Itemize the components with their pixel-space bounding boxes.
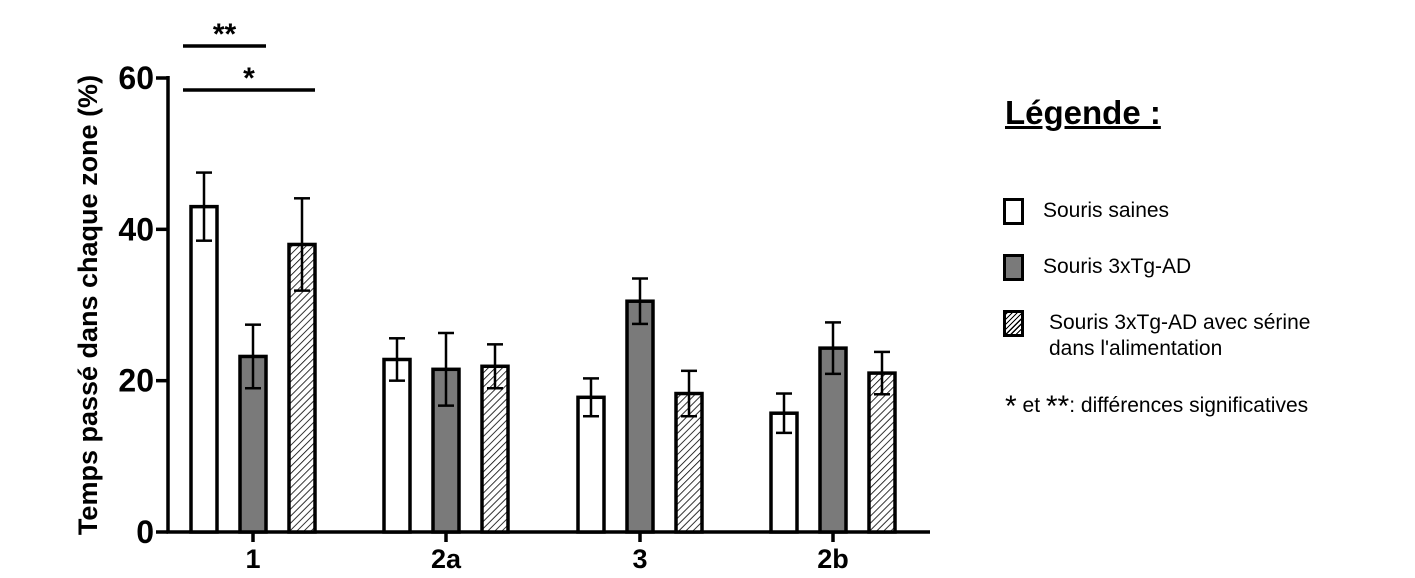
legend-label: Souris 3xTg-AD avec sérine <box>1049 311 1311 334</box>
y-tick-label: 40 <box>118 211 154 247</box>
legend-label: Souris 3xTg-AD <box>1043 255 1192 278</box>
bar <box>625 299 655 534</box>
bar <box>867 371 897 534</box>
note-star-single: * <box>1005 390 1017 423</box>
significance-markers: *** <box>183 18 315 95</box>
bars <box>189 204 897 534</box>
significance-label: ** <box>213 18 237 51</box>
bar <box>382 357 412 534</box>
bar <box>189 204 219 534</box>
y-tick-label: 60 <box>118 60 154 96</box>
significance-label: * <box>243 62 255 95</box>
y-tick-label: 0 <box>136 514 154 550</box>
x-tick-label: 2b <box>817 544 849 574</box>
y-tick-label: 20 <box>118 363 154 399</box>
legend-label: Souris saines <box>1043 199 1170 222</box>
note-et: et <box>1016 394 1046 417</box>
legend-item-healthy: Souris saines <box>1003 198 1169 225</box>
legend-item-3xtg-serine: Souris 3xTg-AD avec sérine dans l'alimen… <box>1003 310 1310 362</box>
bar <box>576 395 606 534</box>
significance-note: * et **: différences significatives <box>1005 386 1309 423</box>
y-axis-title: Temps passé dans chaque zone (%) <box>73 75 103 535</box>
legend-label-line2: dans l'alimentation <box>1049 337 1223 360</box>
bar-chart: Temps passé dans chaque zone (%) 0 20 40 60… <box>73 18 930 574</box>
x-tick-label: 2a <box>431 544 462 574</box>
bar <box>818 346 848 534</box>
error-bars <box>196 171 890 435</box>
legend-title: Légende : <box>1005 94 1161 131</box>
legend-swatch-hatch <box>1003 310 1024 337</box>
note-text: : différences significatives <box>1069 394 1309 417</box>
legend: Légende : Souris saines Souris 3xTg-AD S… <box>1000 0 1415 578</box>
note-star-double: ** <box>1045 390 1070 423</box>
legend-item-3xtg: Souris 3xTg-AD <box>1003 254 1191 281</box>
legend-swatch-white <box>1003 198 1024 225</box>
x-tick-label: 3 <box>632 544 647 574</box>
x-tick-label: 1 <box>245 544 260 574</box>
bar <box>480 364 510 534</box>
legend-swatch-gray <box>1003 254 1024 281</box>
